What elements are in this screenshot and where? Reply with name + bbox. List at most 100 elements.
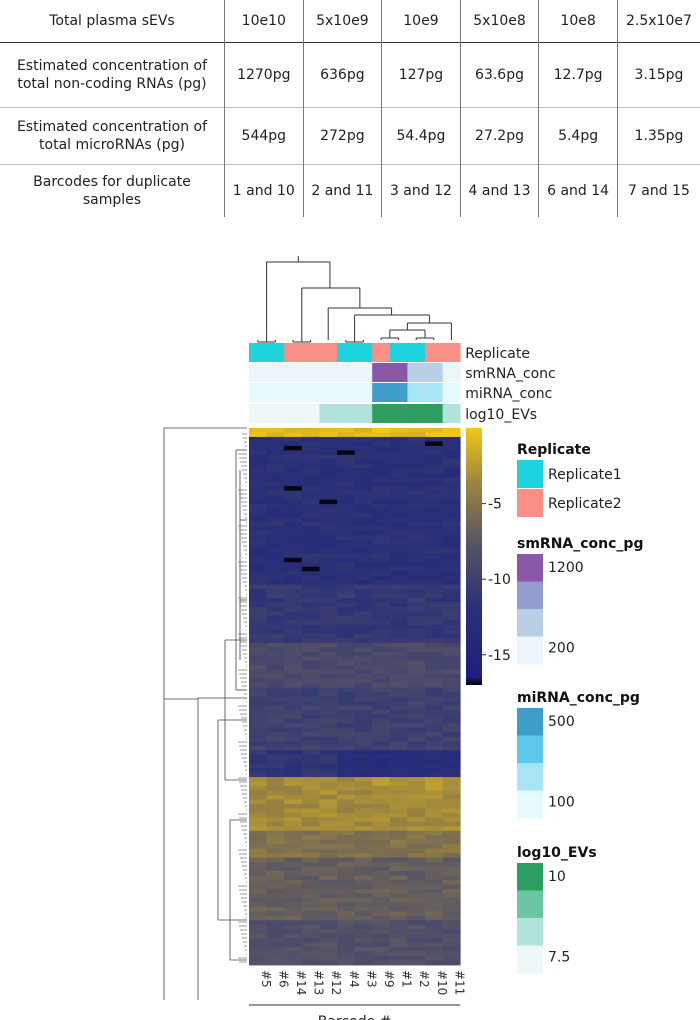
heatmap-cell (266, 445, 285, 451)
x-tick-label: #14 (294, 970, 308, 995)
heatmap-cell (337, 647, 355, 653)
heatmap-cell (249, 593, 267, 599)
heatmap-cell (442, 741, 461, 747)
heatmap-cell (249, 786, 267, 791)
heatmap-cell (284, 624, 303, 630)
heatmap-cell (337, 763, 355, 769)
heatmap-cell (249, 669, 267, 675)
heatmap-cell (266, 790, 285, 796)
heatmap-cell (337, 709, 355, 715)
heatmap-cell (249, 768, 267, 773)
heatmap-cell (301, 513, 320, 518)
heatmap-cell (319, 463, 338, 469)
heatmap-cell (249, 763, 267, 769)
heatmap-cell (249, 687, 267, 693)
legend-swatch (517, 918, 543, 946)
heatmap-cell (266, 732, 285, 738)
heatmap-cell (425, 477, 443, 483)
heatmap-cell (301, 674, 320, 679)
heatmap-cell (249, 571, 267, 577)
heatmap-cell (442, 481, 461, 487)
heatmap-cell (319, 526, 338, 532)
heatmap-cell (407, 839, 426, 845)
heatmap-cell (337, 562, 355, 568)
heatmap-cell (372, 920, 391, 926)
heatmap-cell (389, 607, 408, 612)
heatmap-cell (389, 884, 408, 890)
heatmap-cell (389, 544, 408, 550)
heatmap-cell (354, 633, 373, 639)
heatmap-cell (354, 598, 373, 603)
heatmap-cell (301, 575, 320, 581)
heatmap-cell (407, 624, 426, 630)
heatmap-cell (372, 763, 391, 769)
heatmap-cell (266, 602, 285, 608)
heatmap-cell (319, 799, 338, 805)
heatmap-cell (249, 929, 267, 935)
heatmap-cell (372, 812, 391, 818)
heatmap-cell (284, 718, 303, 724)
heatmap-cell (337, 700, 355, 706)
heatmap-cell (407, 441, 426, 447)
heatmap-cell (319, 772, 338, 778)
heatmap-cell (249, 692, 267, 697)
heatmap-cell (372, 786, 391, 791)
heatmap-cell (284, 750, 303, 756)
heatmap-cell (407, 548, 426, 554)
heatmap-cell (389, 790, 408, 796)
heatmap-cell (319, 615, 338, 621)
heatmap-cell (249, 723, 267, 729)
heatmap-cell (266, 875, 285, 881)
heatmap-cell (372, 477, 391, 483)
heatmap-cell (389, 530, 408, 536)
heatmap-cell (337, 830, 355, 836)
heatmap-cell (301, 660, 320, 666)
heatmap-cell (389, 857, 408, 863)
heatmap-cell (425, 920, 443, 926)
heatmap-cell (354, 436, 373, 442)
heatmap-cell (354, 495, 373, 500)
heatmap-cell (301, 808, 320, 814)
heatmap-cell (266, 495, 285, 500)
heatmap-cell (372, 799, 391, 805)
heatmap-cell (301, 481, 320, 487)
annotation-cell (389, 343, 408, 362)
heatmap-cell (442, 535, 461, 541)
heatmap-cell (301, 951, 320, 957)
heatmap-cell (337, 911, 355, 917)
heatmap-cell (442, 692, 461, 697)
heatmap-cell (337, 705, 355, 711)
heatmap-cell (284, 915, 303, 921)
heatmap-cell (319, 871, 338, 876)
heatmap-cell (442, 633, 461, 639)
heatmap-cell (389, 754, 408, 760)
heatmap-cell (301, 665, 320, 671)
heatmap-cell (425, 705, 443, 711)
heatmap-cell (284, 535, 303, 541)
heatmap-cell (407, 544, 426, 550)
heatmap-cell (425, 871, 443, 876)
heatmap-cell (372, 947, 391, 952)
heatmap-cell (266, 571, 285, 577)
heatmap-cell (389, 759, 408, 765)
heatmap-cell (389, 929, 408, 935)
heatmap-cell (301, 942, 320, 948)
heatmap-cell (442, 920, 461, 926)
heatmap-cell (354, 557, 373, 563)
heatmap-cell (319, 956, 338, 961)
heatmap-cell (284, 428, 303, 433)
heatmap-cell (372, 629, 391, 635)
heatmap-cell (249, 803, 267, 809)
heatmap-cell (407, 817, 426, 823)
heatmap-cell (319, 853, 338, 858)
heatmap-cell (301, 723, 320, 729)
heatmap-cell (407, 848, 426, 854)
heatmap-cell (389, 947, 408, 952)
heatmap-cell (249, 817, 267, 823)
heatmap-cell (372, 696, 391, 702)
heatmap-cell (249, 732, 267, 738)
legend-label: 1200 (548, 560, 584, 576)
heatmap-cell (354, 530, 373, 536)
heatmap-cell (442, 714, 461, 720)
heatmap-cell (266, 669, 285, 675)
